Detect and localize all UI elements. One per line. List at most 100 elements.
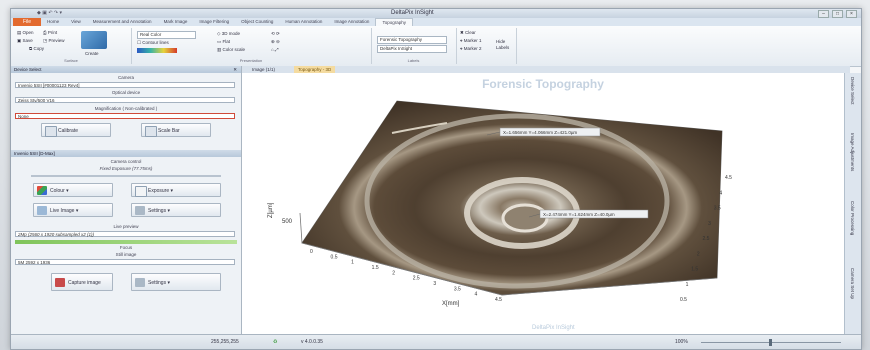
- tab-image-annotation[interactable]: Image Annotation: [334, 19, 370, 24]
- group-label-labels: Labels: [407, 58, 420, 63]
- right-tab-camera-setup[interactable]: Camera Set Up: [850, 268, 855, 300]
- outer-ring: [364, 113, 670, 289]
- tab-measurement[interactable]: Measurement and Annotation: [92, 19, 152, 24]
- rgb-readout: 255,255,255: [211, 339, 239, 345]
- zoom-slider-thumb[interactable]: [769, 339, 772, 346]
- maximize-icon[interactable]: □: [832, 10, 843, 18]
- rotate-icon[interactable]: ⟲ ⟳: [271, 31, 280, 36]
- pin-icon[interactable]: ✕: [233, 67, 237, 72]
- exposure-button[interactable]: Exposure ▾: [131, 183, 221, 197]
- live-preview-label: Live preview: [113, 224, 139, 229]
- labels-button[interactable]: Labels: [496, 45, 510, 50]
- tab-mark-image[interactable]: Mark Image: [163, 19, 188, 24]
- camera-select[interactable]: Invenio 5SII [#00001123 Rev4]: [15, 82, 235, 88]
- marker2-button[interactable]: ⌖ Marker 2: [460, 46, 482, 51]
- tab-topography-3d[interactable]: Topography - 3D: [294, 66, 336, 73]
- live-image-icon: [37, 206, 47, 215]
- y-tick-label: 2.5: [703, 236, 710, 242]
- live-image-button[interactable]: Live Image ▾: [33, 203, 113, 217]
- tab-file[interactable]: File: [13, 18, 42, 26]
- x-tick-label: 1.5: [372, 265, 379, 271]
- zoom-level: 100%: [675, 339, 688, 345]
- y-tick-label: 0.5: [680, 297, 687, 303]
- annotation-pointer-2: [528, 213, 541, 218]
- device-select-header: Device Select ✕: [11, 66, 241, 73]
- colour-button[interactable]: Colour ▾: [33, 183, 113, 197]
- capture-settings-icon: [135, 278, 145, 287]
- minimize-icon[interactable]: –: [818, 10, 829, 18]
- capture-icon: [55, 278, 65, 287]
- title-label-input[interactable]: Forensic Topography: [377, 36, 447, 44]
- reset-view-icon[interactable]: ⌂ ⤢: [271, 47, 279, 52]
- scale-bar-button[interactable]: Scale Bar: [141, 123, 211, 137]
- fixed-exposure-label: Fixed Exposure (77.75ms): [99, 166, 153, 171]
- title-bar: ◆ ▣ ↶ ↷ ▾ DeltaPix InSight – □ ×: [11, 9, 861, 18]
- tab-view[interactable]: View: [71, 19, 81, 24]
- x-tick-label: 2.5: [413, 276, 420, 282]
- topography-canvas[interactable]: Forensic Topography: [242, 73, 844, 334]
- x-tick-label: 4.5: [495, 297, 502, 303]
- color-swatch[interactable]: [137, 48, 177, 53]
- x-tick-label: 0.5: [331, 254, 338, 260]
- still-image-select[interactable]: 5M 2592 x 1936: [15, 259, 235, 265]
- ribbon-group-presentation: Real Color ☐ Contour lines ◇ 3D mode ▭ F…: [131, 28, 372, 64]
- create-icon[interactable]: [81, 31, 107, 49]
- scale-bar-icon: [145, 126, 157, 137]
- contour-lines-checkbox[interactable]: ☐ Contour lines: [137, 40, 169, 45]
- x-tick-label: 1: [351, 260, 354, 266]
- capture-image-button[interactable]: Capture image: [51, 273, 113, 291]
- settings-button[interactable]: Settings ▾: [131, 203, 221, 217]
- exposure-slider[interactable]: [31, 175, 221, 177]
- focus-bar: [15, 240, 237, 244]
- 3d-mode-button[interactable]: ◇ 3D mode: [217, 31, 240, 36]
- zoom-icon[interactable]: ⊕ ⊖: [271, 39, 280, 44]
- recycle-icon: ♻: [273, 339, 278, 345]
- right-tab-device-select[interactable]: Device Select: [850, 77, 855, 105]
- live-preview-select[interactable]: 2Mp (2560 x 1920 subsampled x2 (1)): [15, 231, 235, 237]
- focus-label: Focus: [119, 245, 133, 250]
- tab-image-filtering[interactable]: Image Filtering: [199, 19, 230, 24]
- color-scale-button[interactable]: ▥ Color scale: [217, 47, 246, 52]
- ruler-icon: [45, 126, 57, 137]
- tab-topography[interactable]: Topography: [375, 17, 413, 27]
- open-button[interactable]: ▤ Open: [17, 30, 34, 35]
- right-tab-strip: Device Select Image Adjustments Color Pr…: [844, 73, 861, 334]
- save-button[interactable]: ▣ Save: [17, 38, 33, 43]
- copy-button[interactable]: ⧉ Copy: [29, 46, 44, 51]
- capture-settings-button[interactable]: Settings ▾: [131, 273, 221, 291]
- x-tick-label: 2: [392, 270, 395, 276]
- z-axis-label: Z[µm]: [268, 202, 274, 218]
- annotation-pointer-1: [486, 131, 501, 136]
- y-tick-label: 1.5: [691, 267, 698, 273]
- quick-access-toolbar[interactable]: ◆ ▣ ↶ ↷ ▾: [37, 10, 63, 16]
- camera-panel-header: Invenio 5SII [D-Max]: [11, 150, 241, 157]
- magnification-select[interactable]: None: [15, 113, 235, 119]
- calibrate-button[interactable]: Calibrate: [41, 123, 111, 137]
- tab-object-counting[interactable]: Object Counting: [241, 19, 274, 24]
- flat-button[interactable]: ▭ Flat: [217, 39, 231, 44]
- tab-image[interactable]: Image (1/1): [252, 67, 276, 72]
- annotation-1: X=1.656mm Y=4.066mm Z=421.0µm: [503, 130, 577, 135]
- create-button-label[interactable]: Create: [85, 51, 99, 56]
- tab-human-annotation[interactable]: Human Annotation: [285, 19, 323, 24]
- footer-label-input[interactable]: DeltaPix InSight: [377, 45, 447, 53]
- y-axis-line: [501, 277, 718, 296]
- still-image-label: Still image: [115, 252, 137, 257]
- x-tick-label: 3: [433, 281, 436, 287]
- x-tick-label: 0: [310, 249, 313, 255]
- color-mode-select[interactable]: Real Color: [137, 31, 196, 39]
- magnification-label: Magnification ( Non-calibrated ): [94, 106, 158, 111]
- group-label-surface: Surface: [64, 58, 78, 63]
- y-tick-label: 2: [697, 251, 700, 257]
- right-tab-image-adjustments[interactable]: Image Adjustments: [850, 133, 855, 172]
- clear-button[interactable]: ✖ Clear: [460, 30, 476, 35]
- marker1-button[interactable]: ⌖ Marker 1: [460, 38, 482, 43]
- close-icon[interactable]: ×: [846, 10, 857, 18]
- z-tick-label: 500: [282, 219, 293, 225]
- print-button[interactable]: ⎙ Print: [43, 30, 58, 35]
- optical-select[interactable]: Zeiss Stv/500 V16: [15, 97, 235, 103]
- tab-home[interactable]: Home: [47, 19, 60, 24]
- hide-button[interactable]: Hide: [496, 39, 506, 44]
- preview-button[interactable]: ◳ Preview: [43, 38, 65, 43]
- right-tab-color-processing[interactable]: Color Processing: [850, 201, 855, 236]
